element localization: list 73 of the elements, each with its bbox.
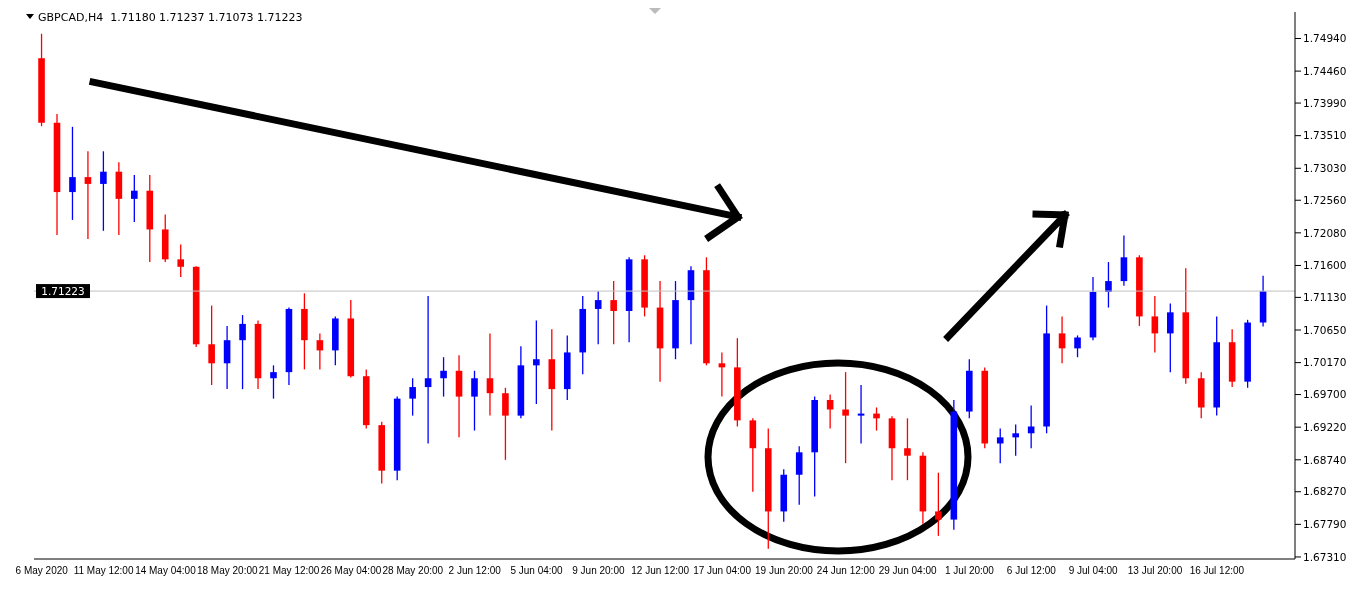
candlestick <box>533 319 540 405</box>
x-tick-label: 29 Jun 04:00 <box>878 565 937 577</box>
x-tick-label: 28 May 20:00 <box>382 565 444 577</box>
candlestick <box>131 174 138 223</box>
x-tick-label: 24 Jun 12:00 <box>816 565 876 577</box>
candlestick <box>471 370 478 432</box>
candlestick <box>826 393 834 430</box>
x-tick-label: 9 Jun 20:00 <box>572 565 625 577</box>
y-tick-label: 1.70170 <box>1303 356 1347 369</box>
candlestick <box>424 295 432 445</box>
candlestick <box>935 472 942 537</box>
candlestick <box>1167 302 1174 373</box>
x-tick-label: 12 Jun 12:00 <box>631 565 690 577</box>
y-tick-label: 1.73510 <box>1303 129 1347 142</box>
x-tick-label: 14 May 04:00 <box>135 565 197 577</box>
candlestick <box>208 304 215 386</box>
candlestick <box>795 445 803 506</box>
y-tick-label: 1.73990 <box>1303 96 1347 109</box>
x-tick-label: 19 Jun 20:00 <box>755 565 814 577</box>
x-tick-label: 11 May 12:00 <box>73 565 134 577</box>
y-tick-label: 1.70650 <box>1303 323 1347 336</box>
candlestick <box>996 427 1004 464</box>
candlestick <box>1151 295 1159 354</box>
candlestick <box>84 150 92 240</box>
y-tick-label: 1.69220 <box>1303 420 1347 433</box>
x-tick-label: 5 Jun 04:00 <box>510 565 564 577</box>
candlestick <box>904 417 911 481</box>
candlestick <box>1027 404 1035 449</box>
candlestick <box>610 280 617 345</box>
x-tick-label: 13 Jul 20:00 <box>1127 565 1183 577</box>
y-tick-label: 1.71130 <box>1303 291 1347 304</box>
candlestick <box>409 377 416 417</box>
y-tick-label: 1.67790 <box>1303 518 1347 531</box>
candlestick <box>594 290 602 345</box>
x-tick-label: 18 May 20:00 <box>196 565 259 577</box>
x-tick-label: 17 Jun 04:00 <box>693 565 752 577</box>
chart-title: GBPCAD,H4 1.71180 1.71237 1.71073 1.71223 <box>38 11 303 24</box>
x-tick-label: 2 Jun 12:00 <box>448 565 502 577</box>
y-tick-label: 1.68270 <box>1303 485 1347 498</box>
x-tick-label: 6 May 2020 <box>15 565 69 577</box>
x-tick-label: 21 May 12:00 <box>258 565 320 577</box>
candlestick <box>239 314 246 390</box>
ref-line-label: 1.71223 <box>41 285 85 298</box>
y-tick-label: 1.69700 <box>1303 388 1347 401</box>
candlestick <box>270 364 277 400</box>
candlestick <box>1120 234 1128 287</box>
candlestick <box>316 332 324 371</box>
y-tick-label: 1.73030 <box>1303 162 1347 175</box>
candlestick <box>1012 423 1019 457</box>
x-tick-label: 16 Jul 12:00 <box>1189 565 1245 577</box>
x-tick-label: 26 May 04:00 <box>320 565 382 577</box>
candlestick <box>440 356 447 398</box>
y-tick-label: 1.67310 <box>1303 550 1347 563</box>
candlestick <box>502 387 509 461</box>
candlestick <box>1058 315 1066 364</box>
y-tick-label: 1.68740 <box>1303 453 1347 466</box>
candlestick <box>842 371 849 464</box>
y-tick-label: 1.74940 <box>1303 32 1347 45</box>
candlestick <box>1074 334 1081 358</box>
x-tick-label: 9 Jul 04:00 <box>1068 565 1119 577</box>
candlestick <box>100 150 107 232</box>
x-tick-label: 6 Jul 12:00 <box>1006 565 1057 577</box>
candlestick <box>69 126 76 221</box>
candlestick <box>486 332 494 417</box>
y-tick-label: 1.71600 <box>1303 259 1347 272</box>
y-tick-label: 1.72560 <box>1303 193 1347 206</box>
x-tick-label: 1 Jul 20:00 <box>945 565 995 577</box>
candlestick <box>177 243 185 278</box>
candlestick <box>223 325 231 390</box>
y-tick-label: 1.72080 <box>1303 226 1347 239</box>
candlestick <box>873 406 880 432</box>
candlestick <box>857 384 865 445</box>
y-tick-label: 1.74460 <box>1303 64 1347 77</box>
